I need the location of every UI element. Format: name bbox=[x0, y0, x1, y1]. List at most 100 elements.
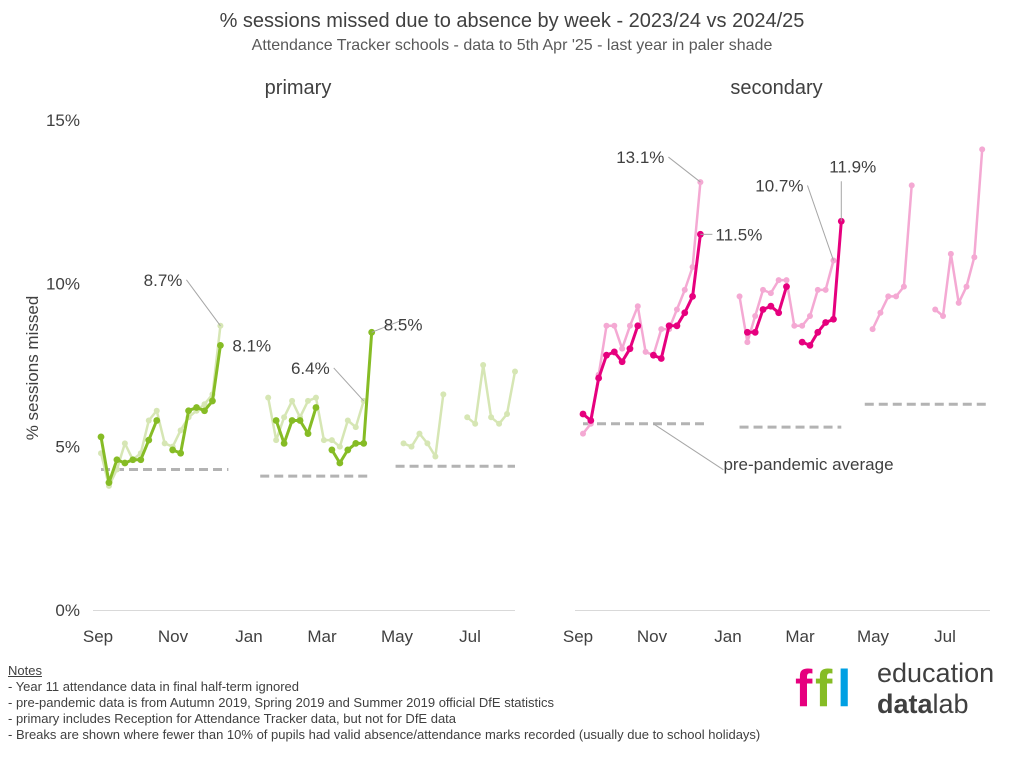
x-tick-label: Jul bbox=[934, 627, 956, 646]
logo-text-datalab: datalab bbox=[877, 689, 969, 719]
series-line bbox=[274, 407, 318, 445]
data-point bbox=[145, 417, 152, 424]
data-point bbox=[657, 355, 665, 362]
data-point bbox=[791, 322, 798, 329]
series-line bbox=[582, 325, 640, 422]
y-tick-label: 10% bbox=[46, 274, 80, 293]
data-point bbox=[752, 313, 759, 319]
y-tick-label: 0% bbox=[55, 601, 80, 620]
data-point bbox=[783, 277, 790, 284]
data-point bbox=[611, 322, 618, 329]
logo-text-education: education bbox=[877, 658, 994, 688]
data-point bbox=[145, 436, 153, 444]
x-tick-label: Jan bbox=[714, 627, 741, 646]
data-point bbox=[201, 407, 208, 415]
data-point bbox=[900, 283, 907, 290]
data-point bbox=[336, 443, 343, 450]
data-point bbox=[177, 449, 185, 457]
note-item: - Year 11 attendance data in final half-… bbox=[8, 679, 300, 694]
data-point bbox=[658, 326, 665, 333]
data-point bbox=[877, 309, 884, 316]
data-point bbox=[472, 420, 479, 427]
annotation-label: 8.7% bbox=[144, 271, 183, 290]
data-point bbox=[344, 446, 352, 454]
data-point bbox=[634, 303, 641, 310]
data-point bbox=[328, 437, 335, 444]
data-point bbox=[869, 326, 876, 333]
data-point bbox=[488, 414, 495, 421]
data-point bbox=[496, 420, 503, 427]
data-point bbox=[580, 430, 586, 437]
data-point bbox=[121, 459, 129, 467]
data-point bbox=[201, 401, 208, 408]
data-point bbox=[744, 339, 751, 346]
annotation-leader bbox=[333, 367, 365, 402]
data-point bbox=[626, 322, 633, 329]
data-point bbox=[416, 430, 423, 437]
annotation-label: 13.1% bbox=[616, 148, 664, 167]
data-point bbox=[760, 286, 767, 293]
data-point bbox=[893, 293, 900, 300]
data-point bbox=[272, 417, 280, 424]
data-point bbox=[169, 446, 177, 454]
notes: Notes - Year 11 attendance data in final… bbox=[8, 663, 768, 743]
data-point bbox=[97, 433, 105, 441]
data-point bbox=[673, 322, 681, 330]
data-point bbox=[217, 342, 224, 349]
data-point bbox=[775, 309, 783, 317]
data-point bbox=[177, 427, 184, 434]
x-tick-label: Sep bbox=[563, 627, 593, 646]
data-point bbox=[681, 309, 689, 317]
logo-text-lab: lab bbox=[933, 689, 969, 719]
data-point bbox=[320, 437, 327, 444]
annotation-leader bbox=[371, 319, 402, 333]
data-point bbox=[963, 283, 970, 290]
data-point bbox=[105, 479, 113, 486]
data-point bbox=[587, 417, 595, 424]
x-tick-label: Sep bbox=[83, 627, 113, 646]
data-point bbox=[360, 440, 368, 447]
x-tick-label: Mar bbox=[307, 627, 337, 646]
panel-title: primary bbox=[265, 77, 332, 99]
data-point bbox=[759, 306, 767, 313]
annotation-label: 6.4% bbox=[291, 359, 330, 378]
data-point bbox=[697, 230, 704, 238]
data-point bbox=[504, 411, 511, 417]
data-point bbox=[480, 362, 487, 368]
x-tick-label: May bbox=[381, 627, 414, 646]
data-point bbox=[328, 446, 336, 454]
data-point bbox=[193, 404, 200, 411]
data-point bbox=[743, 328, 751, 336]
data-point bbox=[806, 342, 814, 349]
data-point bbox=[767, 290, 774, 297]
data-point bbox=[209, 397, 216, 405]
data-point bbox=[312, 404, 320, 411]
annotation-label: 11.5% bbox=[715, 225, 762, 244]
series-line bbox=[801, 221, 843, 347]
data-point bbox=[336, 459, 344, 467]
annotation-label: 8.5% bbox=[384, 315, 423, 334]
this-year-series bbox=[97, 328, 376, 486]
this-year-series bbox=[579, 217, 845, 424]
y-axis-label: % sessions missed bbox=[23, 296, 42, 441]
data-point bbox=[312, 394, 319, 401]
data-point bbox=[767, 302, 775, 310]
logo-mark-l: l bbox=[837, 660, 851, 718]
logo-mark-f1: f bbox=[795, 660, 813, 718]
data-point bbox=[830, 315, 837, 323]
logo-mark-f2: f bbox=[815, 660, 833, 718]
notes-heading: Notes bbox=[8, 663, 42, 678]
data-point bbox=[281, 414, 288, 421]
annotation-label: 8.1% bbox=[232, 336, 271, 355]
data-point bbox=[432, 453, 439, 460]
secondary-panel: secondary Sep Nov Jan Mar May Jul 13.1% 11.5% 10.… bbox=[563, 77, 990, 646]
data-point bbox=[352, 440, 360, 447]
annotation-label: 11.9% bbox=[829, 157, 876, 176]
primary-panel: primary Sep Nov Jan Mar May Jul 8.7% 8.1% 6.4% 8.5… bbox=[83, 77, 518, 646]
series-line bbox=[582, 181, 702, 435]
series-line bbox=[99, 325, 222, 488]
data-point bbox=[932, 306, 939, 313]
data-point bbox=[650, 351, 657, 359]
last-year-series bbox=[580, 146, 986, 437]
annotation-label: pre-pandemic average bbox=[723, 455, 893, 474]
